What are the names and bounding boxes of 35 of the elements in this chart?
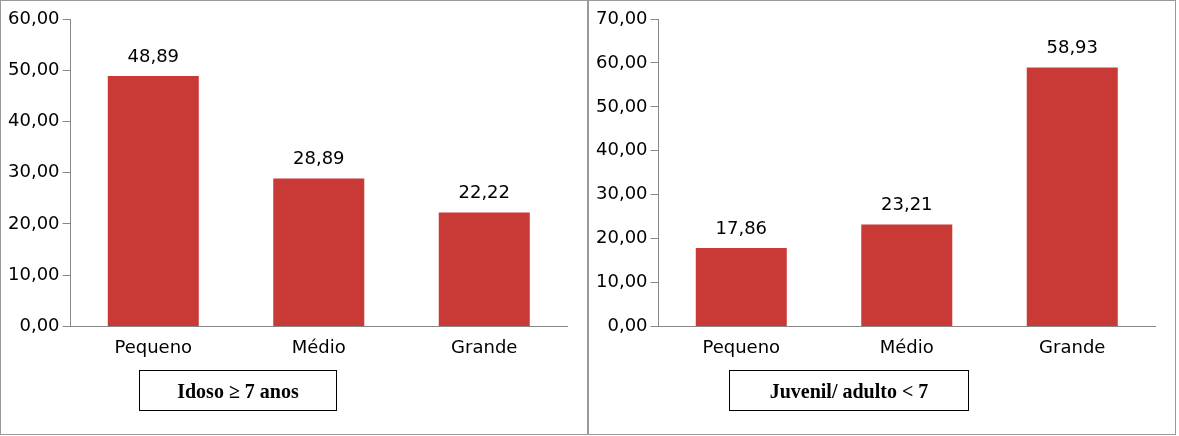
bar	[1026, 67, 1118, 326]
y-tick-label: 20,00	[8, 211, 60, 233]
bar	[695, 247, 787, 326]
data-label: 23,21	[881, 193, 933, 215]
y-tick-label: 60,00	[8, 6, 60, 28]
data-label: 22,22	[458, 181, 511, 203]
y-tick-label: 60,00	[596, 50, 648, 72]
x-tick-label: Pequeno	[702, 335, 781, 357]
text: Juvenil/ adulto < 7	[729, 370, 969, 411]
bar	[438, 212, 530, 326]
y-tick-label: 50,00	[596, 94, 648, 116]
x-tick-label: Grande	[1039, 335, 1106, 357]
y-tick-label: 20,00	[596, 226, 648, 248]
y-tick-label: 0,00	[607, 314, 648, 336]
y-tick-label: 70,00	[596, 6, 648, 28]
data-label: 28,89	[293, 147, 345, 169]
bar	[273, 178, 365, 326]
y-tick-label: 0,00	[19, 314, 60, 336]
y-tick-label: 50,00	[8, 57, 60, 79]
x-tick-label: Médio	[291, 335, 346, 357]
text: Idoso ≥ 7 anos	[139, 370, 337, 411]
bar	[107, 75, 199, 326]
x-tick-label: Médio	[879, 335, 934, 357]
y-tick-label: 30,00	[596, 182, 648, 204]
x-tick-label: Pequeno	[114, 335, 193, 357]
data-label: 58,93	[1046, 36, 1099, 58]
bar	[861, 224, 953, 326]
y-tick-label: 40,00	[8, 109, 60, 131]
y-tick-label: 30,00	[8, 160, 60, 182]
y-tick-label: 10,00	[8, 262, 60, 284]
y-tick-label: 40,00	[596, 138, 648, 160]
data-label: 48,89	[127, 44, 180, 66]
y-tick-label: 10,00	[596, 270, 648, 292]
data-label: 17,86	[715, 216, 768, 238]
x-tick-label: Grande	[451, 335, 518, 357]
